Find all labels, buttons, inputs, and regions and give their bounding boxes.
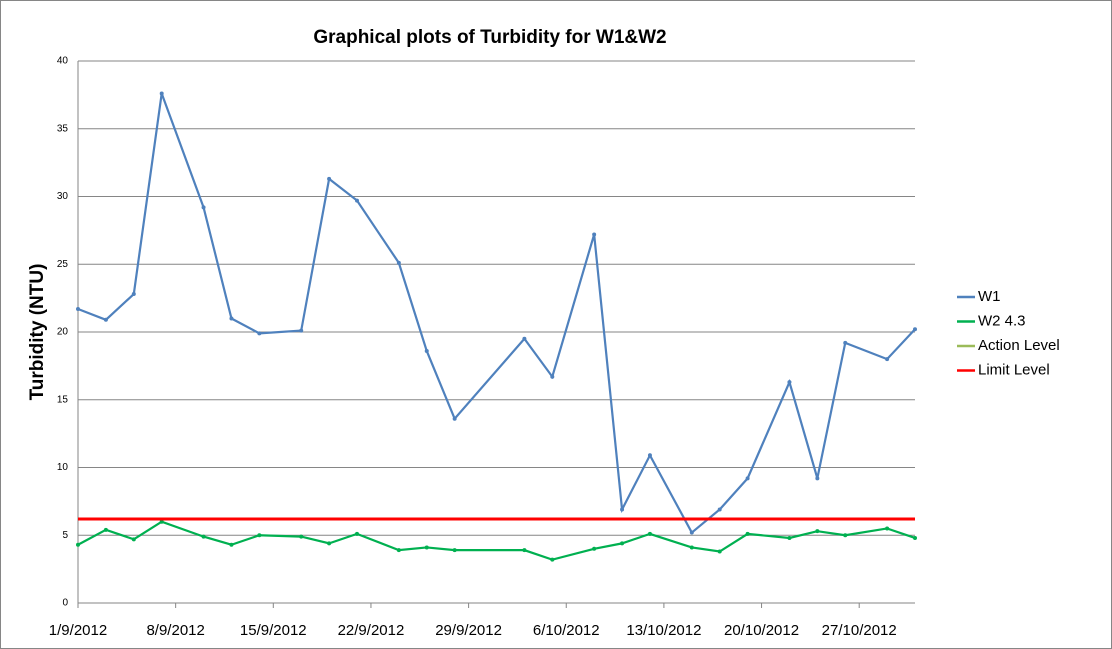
legend-label: Limit Level [978, 361, 1050, 378]
point-marker [913, 327, 917, 332]
point-marker [787, 380, 792, 385]
point-marker [76, 306, 80, 311]
point-marker [103, 317, 108, 322]
x-tick-label: 22/9/2012 [338, 622, 405, 639]
point-marker [550, 557, 555, 562]
y-tick-label: 30 [57, 191, 69, 202]
x-tick-label: 13/10/2012 [626, 622, 701, 639]
point-marker [424, 545, 429, 550]
point-marker [843, 340, 848, 345]
point-marker [201, 534, 206, 539]
point-marker [787, 535, 792, 540]
point-marker [550, 374, 555, 379]
legend-label: W2 4.3 [978, 312, 1026, 329]
point-marker [592, 546, 597, 551]
point-marker [745, 476, 750, 481]
series-line [77, 520, 916, 561]
point-marker [131, 292, 136, 297]
point-marker [522, 548, 527, 553]
point-marker [717, 507, 722, 512]
point-marker [689, 545, 694, 550]
point-marker [620, 507, 625, 512]
point-marker [843, 533, 848, 538]
y-tick-label: 5 [62, 530, 68, 541]
point-marker [815, 529, 820, 534]
point-marker [229, 542, 234, 547]
y-tick-label: 35 [57, 123, 69, 134]
point-marker [257, 533, 262, 538]
point-marker [76, 542, 80, 547]
point-marker [327, 541, 332, 546]
point-marker [396, 260, 401, 265]
point-marker [396, 548, 401, 553]
point-marker [131, 537, 136, 542]
x-tick-label: 1/9/2012 [49, 622, 107, 639]
point-marker [745, 531, 750, 536]
point-marker [717, 549, 722, 554]
x-tick-label: 6/10/2012 [533, 622, 600, 639]
point-marker [299, 534, 304, 539]
y-tick-label: 15 [57, 394, 69, 405]
x-tick-label: 20/10/2012 [724, 622, 799, 639]
point-marker [647, 453, 652, 458]
series-line [77, 93, 916, 535]
point-marker [355, 198, 359, 203]
point-marker [103, 527, 108, 532]
point-marker [689, 530, 694, 535]
y-tick-label: 25 [57, 259, 69, 270]
y-tick-label: 20 [57, 327, 69, 338]
point-marker [257, 331, 262, 336]
point-marker [229, 316, 234, 321]
y-tick-label: 10 [57, 462, 69, 473]
point-marker [355, 531, 359, 536]
legend-label: Action Level [978, 337, 1060, 354]
legend-label: W1 [978, 288, 1001, 305]
point-marker [299, 328, 304, 333]
point-marker [913, 535, 917, 540]
point-marker [452, 416, 457, 421]
y-axis-label: Turbidity (NTU) [27, 264, 48, 401]
x-tick-label: 29/9/2012 [435, 622, 502, 639]
point-marker [159, 519, 164, 524]
point-marker [327, 176, 332, 181]
point-marker [885, 357, 890, 362]
chart-title: Graphical plots of Turbidity for W1&W2 [313, 27, 666, 48]
point-marker [452, 548, 457, 553]
x-tick-label: 15/9/2012 [240, 622, 307, 639]
point-marker [885, 526, 890, 531]
point-marker [592, 232, 597, 237]
point-marker [424, 348, 429, 353]
y-tick-label: 40 [57, 56, 69, 67]
point-marker [159, 91, 164, 96]
point-marker [201, 205, 206, 210]
x-tick-label: 8/9/2012 [146, 622, 204, 639]
point-marker [620, 541, 625, 546]
x-tick-label: 27/10/2012 [822, 622, 897, 639]
y-tick-label: 0 [62, 598, 68, 609]
point-marker [815, 476, 820, 481]
point-marker [522, 336, 527, 341]
point-marker [647, 531, 652, 536]
